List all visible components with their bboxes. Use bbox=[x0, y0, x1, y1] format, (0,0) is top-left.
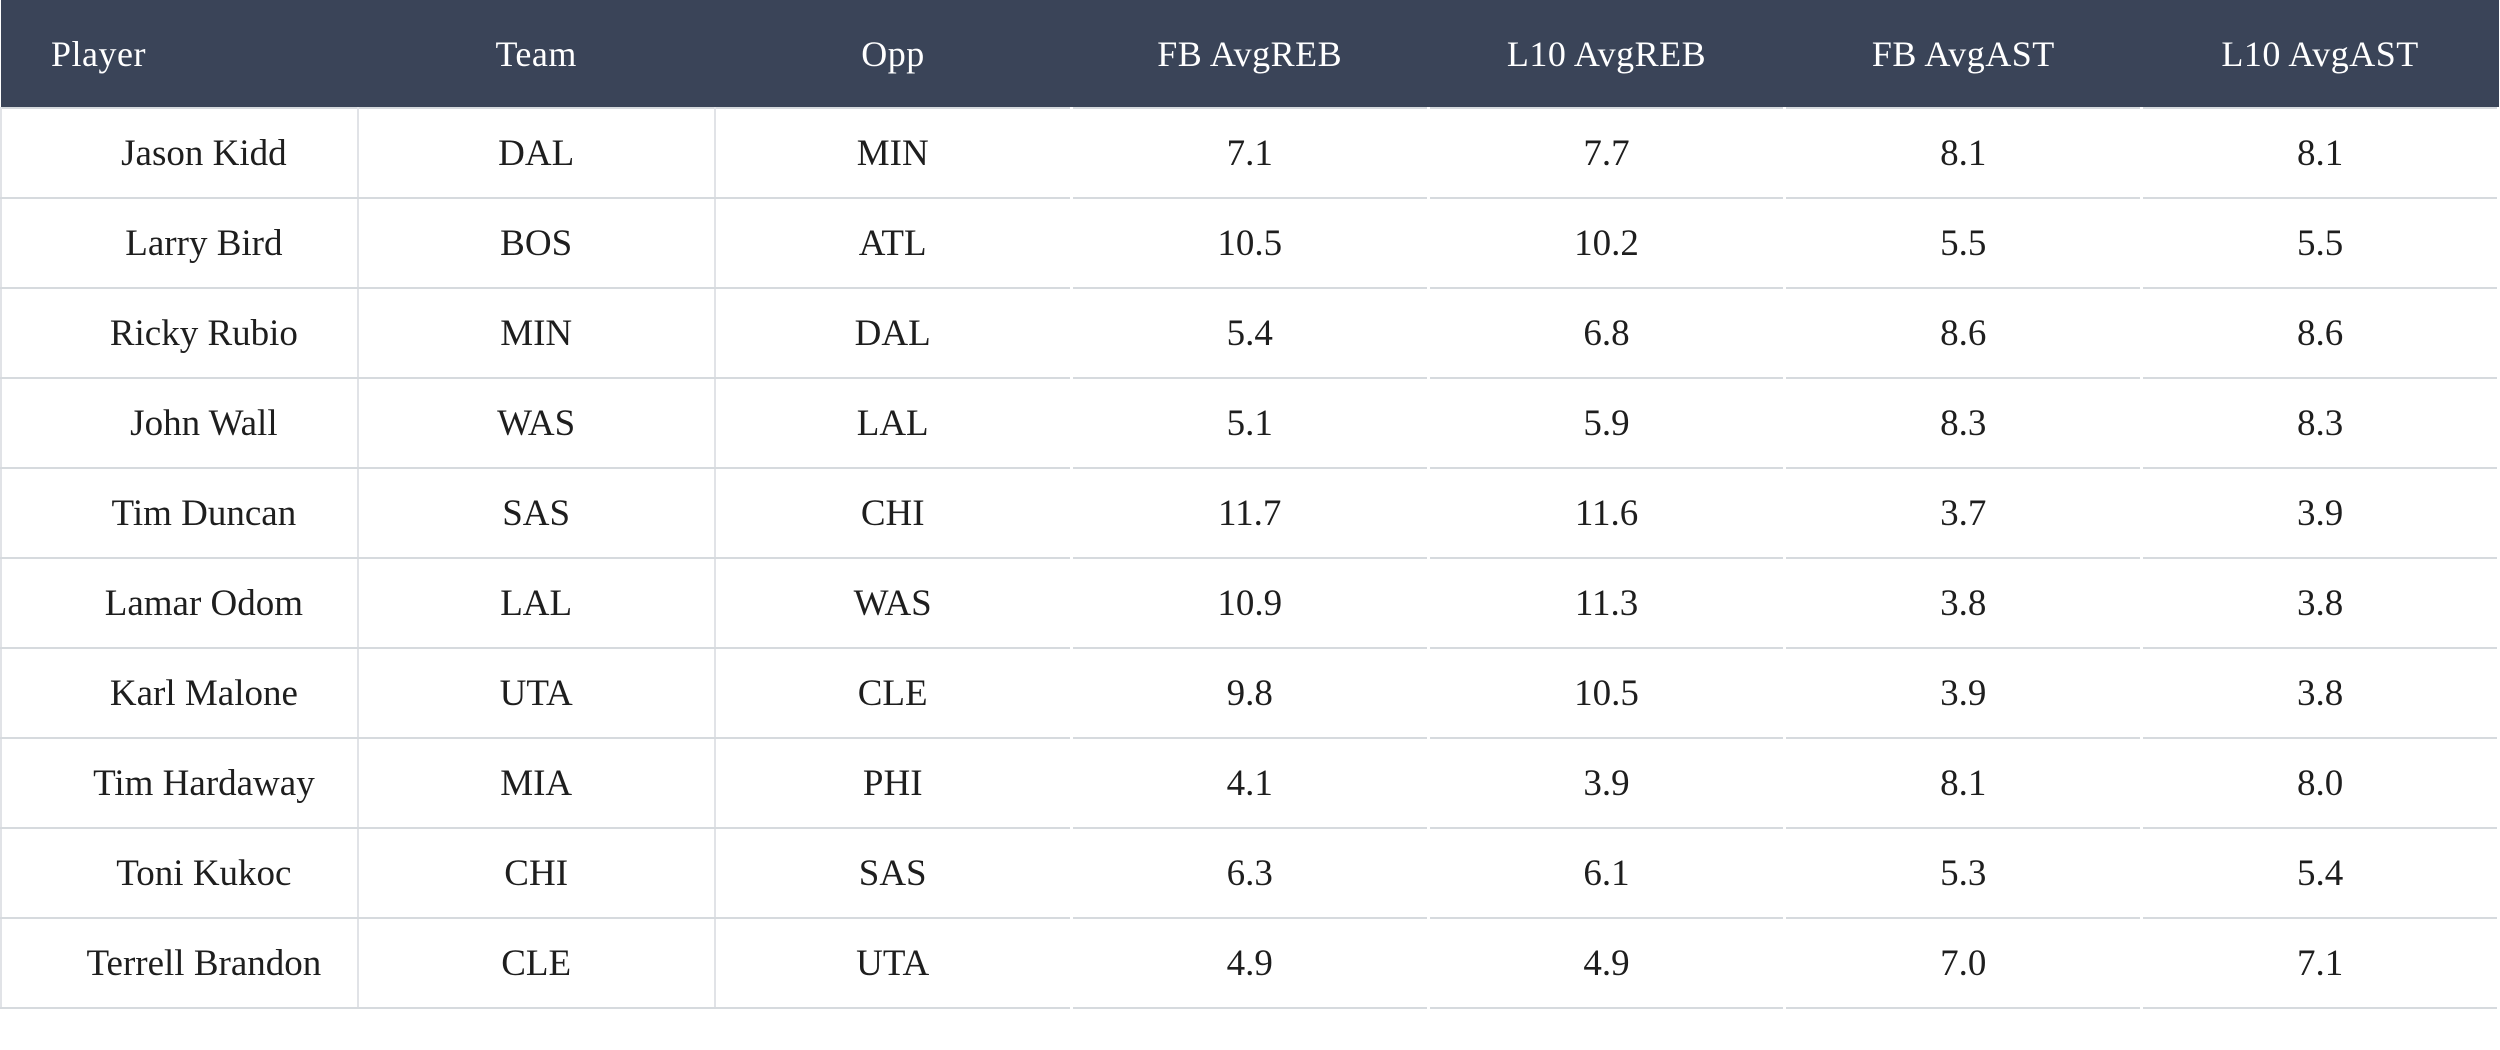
table-row: Terrell Brandon CLE UTA 4.9 4.9 7.0 7.1 bbox=[0, 917, 2500, 1009]
table-header: Player Team Opp FB AvgREB L10 AvgREB FB … bbox=[1, 0, 2499, 108]
stat-cell-l10-avgreb: 3.9 bbox=[1426, 737, 1787, 829]
stat-cell-fb-avgreb: 7.1 bbox=[1069, 107, 1430, 199]
column-header-l10-avgast: L10 AvgAST bbox=[2141, 0, 2499, 108]
stat-cell-l10-avgast: 3.8 bbox=[2140, 647, 2500, 739]
opp-cell: MIN bbox=[713, 107, 1073, 199]
column-header-player: Player bbox=[1, 0, 358, 108]
opp-cell: WAS bbox=[713, 557, 1073, 649]
stat-cell-fb-avgast: 8.6 bbox=[1783, 287, 2144, 379]
stat-cell-fb-avgreb: 5.1 bbox=[1069, 377, 1430, 469]
stat-cell-l10-avgreb: 4.9 bbox=[1426, 917, 1787, 1009]
player-cell: Lamar Odom bbox=[0, 557, 359, 649]
team-cell: LAL bbox=[356, 557, 716, 649]
table-row: Tim Hardaway MIA PHI 4.1 3.9 8.1 8.0 bbox=[0, 737, 2500, 829]
player-cell: John Wall bbox=[0, 377, 359, 469]
team-cell: CLE bbox=[356, 917, 716, 1009]
opp-cell: PHI bbox=[713, 737, 1073, 829]
opp-cell: SAS bbox=[713, 827, 1073, 919]
stat-cell-fb-avgast: 8.3 bbox=[1783, 377, 2144, 469]
stat-cell-l10-avgast: 3.9 bbox=[2140, 467, 2500, 559]
table-row: Lamar Odom LAL WAS 10.9 11.3 3.8 3.8 bbox=[0, 557, 2500, 649]
team-cell: UTA bbox=[356, 647, 716, 739]
stat-cell-l10-avgast: 5.4 bbox=[2140, 827, 2500, 919]
stat-cell-l10-avgreb: 11.6 bbox=[1426, 467, 1787, 559]
stat-cell-l10-avgreb: 6.8 bbox=[1426, 287, 1787, 379]
stat-cell-l10-avgreb: 6.1 bbox=[1426, 827, 1787, 919]
player-cell: Jason Kidd bbox=[0, 107, 359, 199]
table-row: Karl Malone UTA CLE 9.8 10.5 3.9 3.8 bbox=[0, 647, 2500, 739]
table-row: Toni Kukoc CHI SAS 6.3 6.1 5.3 5.4 bbox=[0, 827, 2500, 919]
player-cell: Tim Duncan bbox=[0, 467, 359, 559]
stat-cell-fb-avgast: 5.3 bbox=[1783, 827, 2144, 919]
stat-cell-fb-avgast: 5.5 bbox=[1783, 197, 2144, 289]
player-cell: Larry Bird bbox=[0, 197, 359, 289]
player-cell: Tim Hardaway bbox=[0, 737, 359, 829]
stat-cell-fb-avgast: 3.9 bbox=[1783, 647, 2144, 739]
stat-cell-fb-avgreb: 4.9 bbox=[1069, 917, 1430, 1009]
stat-cell-fb-avgreb: 4.1 bbox=[1069, 737, 1430, 829]
table-body: Jason Kidd DAL MIN 7.1 7.7 8.1 8.1 Larry Bird BO… bbox=[0, 107, 2500, 1009]
column-header-l10-avgreb: L10 AvgREB bbox=[1428, 0, 1785, 108]
table-row: Ricky Rubio MIN DAL 5.4 6.8 8.6 8.6 bbox=[0, 287, 2500, 379]
column-header-opp: Opp bbox=[714, 0, 1072, 108]
team-cell: BOS bbox=[356, 197, 716, 289]
stat-cell-fb-avgast: 3.7 bbox=[1783, 467, 2144, 559]
table-row: Jason Kidd DAL MIN 7.1 7.7 8.1 8.1 bbox=[0, 107, 2500, 199]
stat-cell-l10-avgast: 7.1 bbox=[2140, 917, 2500, 1009]
column-header-fb-avgreb: FB AvgREB bbox=[1071, 0, 1429, 108]
stat-cell-l10-avgast: 8.1 bbox=[2140, 107, 2500, 199]
table-row: John Wall WAS LAL 5.1 5.9 8.3 8.3 bbox=[0, 377, 2500, 469]
stat-cell-l10-avgreb: 11.3 bbox=[1426, 557, 1787, 649]
team-cell: WAS bbox=[356, 377, 716, 469]
stat-cell-l10-avgreb: 10.5 bbox=[1426, 647, 1787, 739]
team-cell: CHI bbox=[356, 827, 716, 919]
stat-cell-fb-avgreb: 11.7 bbox=[1069, 467, 1430, 559]
stat-cell-l10-avgreb: 5.9 bbox=[1426, 377, 1787, 469]
opp-cell: CLE bbox=[713, 647, 1073, 739]
stat-cell-l10-avgast: 3.8 bbox=[2140, 557, 2500, 649]
team-cell: MIA bbox=[356, 737, 716, 829]
stat-cell-fb-avgreb: 5.4 bbox=[1069, 287, 1430, 379]
team-cell: DAL bbox=[356, 107, 716, 199]
stat-cell-fb-avgast: 8.1 bbox=[1783, 107, 2144, 199]
stat-cell-fb-avgreb: 9.8 bbox=[1069, 647, 1430, 739]
table-row: Tim Duncan SAS CHI 11.7 11.6 3.7 3.9 bbox=[0, 467, 2500, 559]
table-row: Larry Bird BOS ATL 10.5 10.2 5.5 5.5 bbox=[0, 197, 2500, 289]
header-row: Player Team Opp FB AvgREB L10 AvgREB FB … bbox=[1, 0, 2499, 108]
column-header-team: Team bbox=[357, 0, 715, 108]
opp-cell: CHI bbox=[713, 467, 1073, 559]
stat-cell-l10-avgast: 8.6 bbox=[2140, 287, 2500, 379]
stat-cell-fb-avgreb: 6.3 bbox=[1069, 827, 1430, 919]
stat-cell-fb-avgast: 3.8 bbox=[1783, 557, 2144, 649]
stat-cell-fb-avgreb: 10.5 bbox=[1069, 197, 1430, 289]
opp-cell: UTA bbox=[713, 917, 1073, 1009]
stat-cell-l10-avgast: 8.3 bbox=[2140, 377, 2500, 469]
stat-cell-l10-avgast: 8.0 bbox=[2140, 737, 2500, 829]
stat-cell-fb-avgreb: 10.9 bbox=[1069, 557, 1430, 649]
stat-cell-fb-avgast: 8.1 bbox=[1783, 737, 2144, 829]
opp-cell: ATL bbox=[713, 197, 1073, 289]
player-cell: Toni Kukoc bbox=[0, 827, 359, 919]
opp-cell: LAL bbox=[713, 377, 1073, 469]
opp-cell: DAL bbox=[713, 287, 1073, 379]
column-header-fb-avgast: FB AvgAST bbox=[1784, 0, 2142, 108]
player-cell: Karl Malone bbox=[0, 647, 359, 739]
team-cell: MIN bbox=[356, 287, 716, 379]
stat-cell-l10-avgreb: 7.7 bbox=[1426, 107, 1787, 199]
team-cell: SAS bbox=[356, 467, 716, 559]
stat-cell-l10-avgreb: 10.2 bbox=[1426, 197, 1787, 289]
stats-table: Player Team Opp FB AvgREB L10 AvgREB FB … bbox=[0, 0, 2500, 1009]
player-cell: Terrell Brandon bbox=[0, 917, 359, 1009]
stat-cell-l10-avgast: 5.5 bbox=[2140, 197, 2500, 289]
stat-cell-fb-avgast: 7.0 bbox=[1783, 917, 2144, 1009]
player-cell: Ricky Rubio bbox=[0, 287, 359, 379]
